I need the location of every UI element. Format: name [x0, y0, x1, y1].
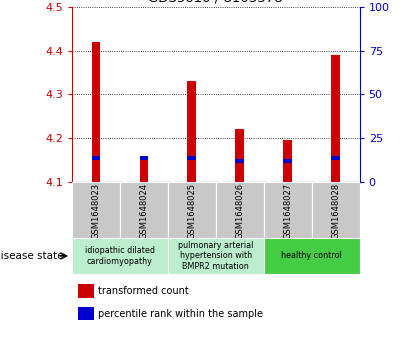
Bar: [264, 238, 360, 274]
Text: percentile rank within the sample: percentile rank within the sample: [98, 309, 263, 319]
Bar: [168, 182, 216, 238]
Bar: [92, 156, 100, 160]
Bar: [187, 156, 196, 160]
Text: GSM1648027: GSM1648027: [283, 183, 292, 239]
Bar: [139, 156, 148, 160]
Bar: [78, 284, 94, 298]
Bar: [283, 140, 292, 182]
Bar: [92, 42, 100, 182]
Bar: [72, 182, 120, 238]
Bar: [120, 182, 168, 238]
Bar: [216, 182, 264, 238]
Text: GSM1648023: GSM1648023: [91, 183, 100, 239]
Bar: [168, 238, 264, 274]
Bar: [331, 156, 340, 160]
Title: GDS5610 / 8103378: GDS5610 / 8103378: [148, 0, 283, 5]
Text: disease state: disease state: [0, 251, 64, 261]
Bar: [72, 238, 168, 274]
Text: GSM1648025: GSM1648025: [187, 183, 196, 239]
Text: idiopathic dilated
cardiomyopathy: idiopathic dilated cardiomyopathy: [85, 246, 155, 266]
Bar: [283, 159, 292, 163]
Text: GSM1648024: GSM1648024: [139, 183, 148, 239]
Bar: [236, 159, 244, 163]
Bar: [331, 55, 340, 182]
Bar: [78, 307, 94, 320]
Text: GSM1648026: GSM1648026: [235, 183, 244, 239]
Text: GSM1648028: GSM1648028: [331, 183, 340, 239]
Bar: [236, 129, 244, 182]
Bar: [264, 182, 312, 238]
Text: transformed count: transformed count: [98, 286, 189, 296]
Bar: [187, 81, 196, 182]
Text: healthy control: healthy control: [281, 252, 342, 260]
Text: pulmonary arterial
hypertension with
BMPR2 mutation: pulmonary arterial hypertension with BMP…: [178, 241, 254, 271]
Bar: [139, 158, 148, 182]
Bar: [312, 182, 360, 238]
